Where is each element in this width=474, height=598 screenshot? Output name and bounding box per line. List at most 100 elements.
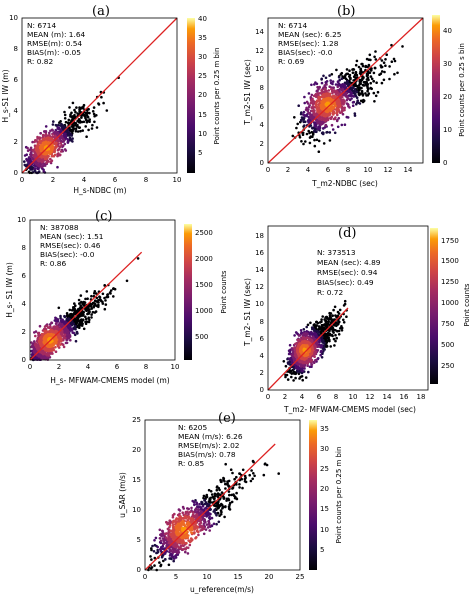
scatter-point <box>354 63 358 67</box>
panel-e-letter: (e) <box>218 411 236 426</box>
scatter-point <box>48 131 51 135</box>
scatter-point <box>227 485 230 488</box>
scatter-point <box>74 127 78 130</box>
scatter-point <box>215 486 219 489</box>
scatter-point <box>315 82 319 86</box>
scatter-point <box>348 69 351 72</box>
scatter-point <box>68 136 72 139</box>
scatter-point <box>51 133 54 136</box>
scatter-point <box>75 124 79 128</box>
scatter-point <box>336 85 340 89</box>
scatter-point <box>149 555 152 558</box>
panel-d-ytick: 14 <box>255 266 264 274</box>
scatter-point <box>225 499 228 502</box>
scatter-point <box>291 134 295 138</box>
scatter-point <box>349 77 352 81</box>
scatter-point <box>48 323 52 326</box>
scatter-point <box>58 121 61 124</box>
scatter-point <box>358 86 362 89</box>
scatter-point <box>305 106 308 110</box>
scatter-point <box>58 137 62 140</box>
scatter-point <box>86 312 89 316</box>
scatter-point <box>80 116 83 119</box>
panel-c-stat-bias: BIAS(sec): -0.0 <box>40 250 95 259</box>
scatter-point <box>296 122 300 126</box>
scatter-point <box>167 563 171 567</box>
scatter-point <box>29 157 32 161</box>
scatter-point <box>303 101 307 105</box>
panel-c: (c) N: 387088 MEAN (sec): 1.51 RMSE(sec)… <box>5 209 228 385</box>
scatter-point <box>251 477 254 481</box>
panel-a-cbar-ticks: 5 10 15 20 25 30 35 40 <box>198 15 207 157</box>
scatter-point <box>69 115 72 118</box>
scatter-point <box>252 460 255 464</box>
panel-d-ytick: 10 <box>255 300 264 308</box>
panel-a-ytick: 2 <box>14 138 18 146</box>
scatter-point <box>81 129 84 132</box>
scatter-point <box>70 125 73 128</box>
panel-c-ytick: 10 <box>17 216 26 224</box>
scatter-point <box>324 76 328 80</box>
scatter-point <box>90 127 94 130</box>
scatter-point <box>308 365 312 369</box>
scatter-point <box>97 103 101 106</box>
scatter-point <box>320 78 323 81</box>
panel-b-cbar-tick: 40 <box>443 27 452 35</box>
scatter-point <box>74 339 78 343</box>
scatter-point <box>333 305 337 309</box>
panel-d-letter: (d) <box>338 226 356 241</box>
scatter-point <box>172 559 175 563</box>
scatter-point <box>77 298 81 302</box>
scatter-point <box>340 123 344 127</box>
panel-a-xtick: 4 <box>82 176 87 184</box>
scatter-point <box>101 302 105 305</box>
scatter-point <box>343 299 347 303</box>
scatter-point <box>329 79 333 82</box>
scatter-point <box>304 376 308 379</box>
scatter-point <box>321 131 325 134</box>
scatter-point <box>331 128 335 131</box>
scatter-point <box>298 333 302 337</box>
panel-b-yticks: 0 2 4 6 8 10 12 14 <box>255 28 264 167</box>
scatter-point <box>309 101 313 105</box>
scatter-point <box>330 123 334 127</box>
scatter-point <box>301 378 305 382</box>
scatter-point <box>357 93 361 96</box>
scatter-point <box>311 327 314 331</box>
scatter-point <box>307 129 311 133</box>
scatter-point <box>250 469 253 472</box>
scatter-point <box>54 322 58 326</box>
scatter-point <box>330 115 334 119</box>
scatter-point <box>351 101 355 104</box>
panel-d: (d) N: 373513 MEAN (sec): 4.89 RMSE(sec)… <box>243 225 471 414</box>
scatter-point <box>218 488 221 492</box>
scatter-point <box>361 64 365 68</box>
panel-a-cbar-tick: 10 <box>198 130 207 138</box>
scatter-point <box>342 321 346 324</box>
panel-b-ytick: 10 <box>255 65 264 73</box>
panel-d-ylabel: T_m2- S1 IW (sec) <box>243 278 252 347</box>
scatter-point <box>353 114 357 117</box>
panel-a-xtick: 2 <box>51 176 55 184</box>
panel-b-plot <box>267 17 424 164</box>
scatter-point <box>365 94 368 97</box>
panel-c-colorbar <box>184 224 192 360</box>
panel-d-stat-rmse: RMSE(sec): 0.94 <box>317 268 378 277</box>
scatter-point <box>90 294 93 298</box>
scatter-point <box>215 522 218 526</box>
scatter-point <box>351 104 355 107</box>
scatter-point <box>63 148 67 151</box>
scatter-point <box>43 325 47 328</box>
scatter-point <box>95 126 99 129</box>
scatter-point <box>84 297 87 301</box>
scatter-point <box>374 50 377 53</box>
panel-a-ytick: 6 <box>14 76 19 84</box>
scatter-point <box>54 350 58 354</box>
panel-c-xtick: 0 <box>28 363 32 371</box>
scatter-point <box>233 496 237 500</box>
scatter-point <box>331 314 334 318</box>
scatter-point <box>370 69 373 72</box>
panel-b-ytick: 2 <box>260 140 264 148</box>
panel-a-cbar-tick: 15 <box>198 111 207 119</box>
